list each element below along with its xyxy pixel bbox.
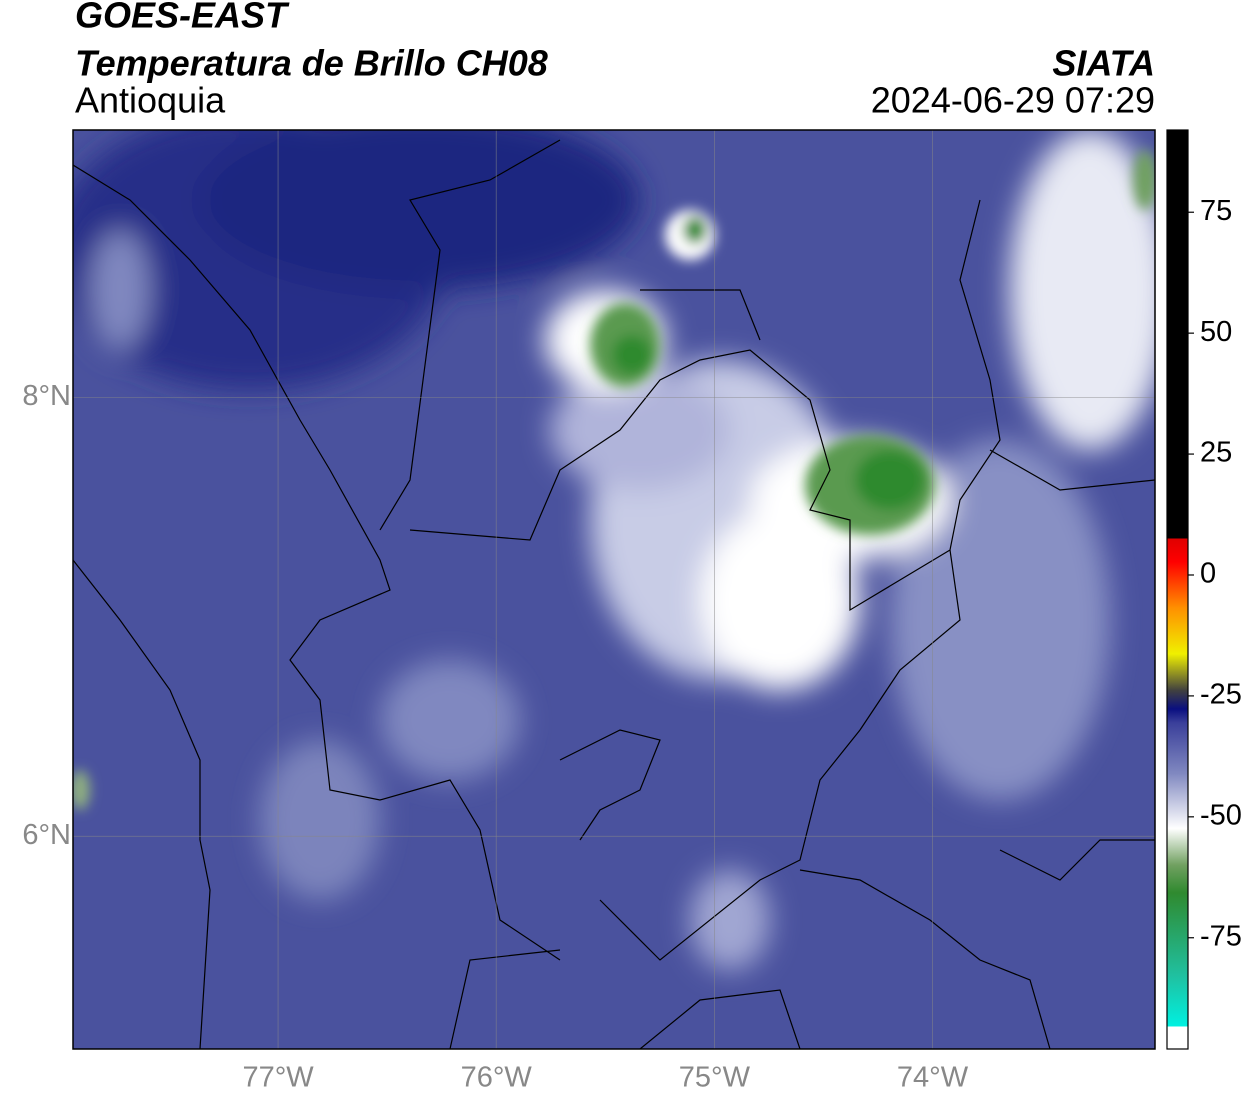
colorbar-tick-label: -50 (1200, 799, 1242, 831)
region: Antioquia (75, 80, 226, 121)
lon-label: 75°W (679, 1062, 751, 1094)
subtitle: Temperatura de Brillo CH08 (75, 43, 548, 84)
lat-label: 8°N (22, 380, 71, 412)
colorbar-tick-label: -25 (1200, 679, 1242, 711)
colorbar-tick-label: 0 (1200, 558, 1216, 590)
colorbar-tick-label: 75 (1200, 195, 1232, 227)
source: SIATA (1052, 43, 1155, 84)
graticule (73, 130, 1155, 1049)
colorbar (1166, 129, 1189, 1050)
colorbar-tick-label: 25 (1200, 437, 1232, 469)
map-image (73, 130, 1155, 1049)
lon-label: 74°W (897, 1062, 969, 1094)
map-frame (72, 129, 1156, 1050)
datetime: 2024-06-29 07:29 (871, 80, 1155, 121)
lon-label: 77°W (242, 1062, 314, 1094)
colorbar-tick-label: -75 (1200, 920, 1242, 952)
lon-label: 76°W (461, 1062, 533, 1094)
title: GOES-EAST (75, 0, 290, 36)
colorbar-tick-label: 50 (1200, 316, 1232, 348)
lat-label: 6°N (22, 819, 71, 851)
